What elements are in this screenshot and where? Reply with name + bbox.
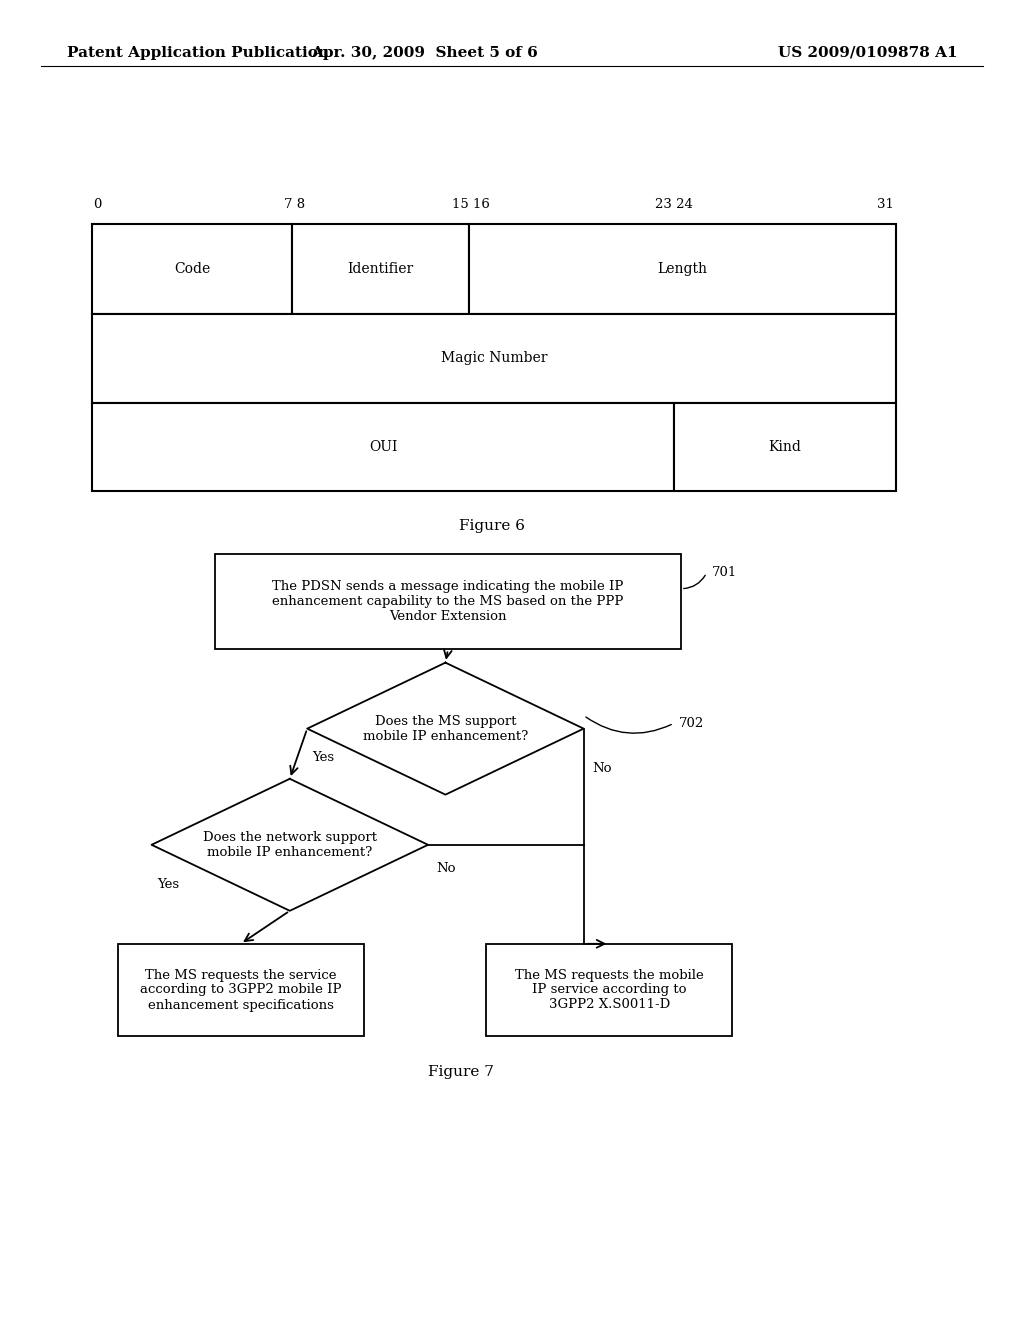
Text: Figure 6: Figure 6	[459, 519, 524, 533]
Text: 7 8: 7 8	[285, 198, 305, 211]
Text: Does the network support
mobile IP enhancement?: Does the network support mobile IP enhan…	[203, 830, 377, 859]
Polygon shape	[307, 663, 584, 795]
Text: OUI: OUI	[369, 440, 397, 454]
Text: Magic Number: Magic Number	[440, 351, 548, 366]
Text: 31: 31	[878, 198, 894, 211]
Bar	[118, 944, 364, 1036]
Text: Kind: Kind	[768, 440, 802, 454]
Text: 701: 701	[712, 566, 737, 579]
Bar	[486, 944, 732, 1036]
Text: Yes: Yes	[312, 751, 335, 764]
Bar	[292, 224, 469, 314]
Text: The PDSN sends a message indicating the mobile IP
enhancement capability to the : The PDSN sends a message indicating the …	[272, 581, 624, 623]
Text: 702: 702	[679, 717, 705, 730]
Bar	[92, 224, 292, 314]
Text: Apr. 30, 2009  Sheet 5 of 6: Apr. 30, 2009 Sheet 5 of 6	[311, 46, 539, 59]
Text: US 2009/0109878 A1: US 2009/0109878 A1	[778, 46, 957, 59]
Text: Yes: Yes	[157, 878, 179, 891]
Text: No: No	[592, 762, 611, 775]
Bar	[215, 554, 681, 649]
Bar	[92, 403, 674, 491]
Polygon shape	[152, 779, 428, 911]
Text: 0: 0	[93, 198, 101, 211]
Text: Patent Application Publication: Patent Application Publication	[67, 46, 329, 59]
Text: Code: Code	[174, 263, 210, 276]
Text: The MS requests the mobile
IP service according to
3GPP2 X.S0011-D: The MS requests the mobile IP service ac…	[515, 969, 703, 1011]
Text: Figure 7: Figure 7	[428, 1065, 494, 1080]
Bar	[674, 403, 896, 491]
Text: Identifier: Identifier	[347, 263, 414, 276]
Text: No: No	[436, 862, 456, 875]
Text: The MS requests the service
according to 3GPP2 mobile IP
enhancement specificati: The MS requests the service according to…	[140, 969, 341, 1011]
Text: Does the MS support
mobile IP enhancement?: Does the MS support mobile IP enhancemen…	[362, 714, 528, 743]
Text: Length: Length	[657, 263, 708, 276]
Bar	[469, 224, 896, 314]
Bar	[92, 314, 896, 403]
Text: 15 16: 15 16	[453, 198, 489, 211]
Text: 23 24: 23 24	[655, 198, 692, 211]
